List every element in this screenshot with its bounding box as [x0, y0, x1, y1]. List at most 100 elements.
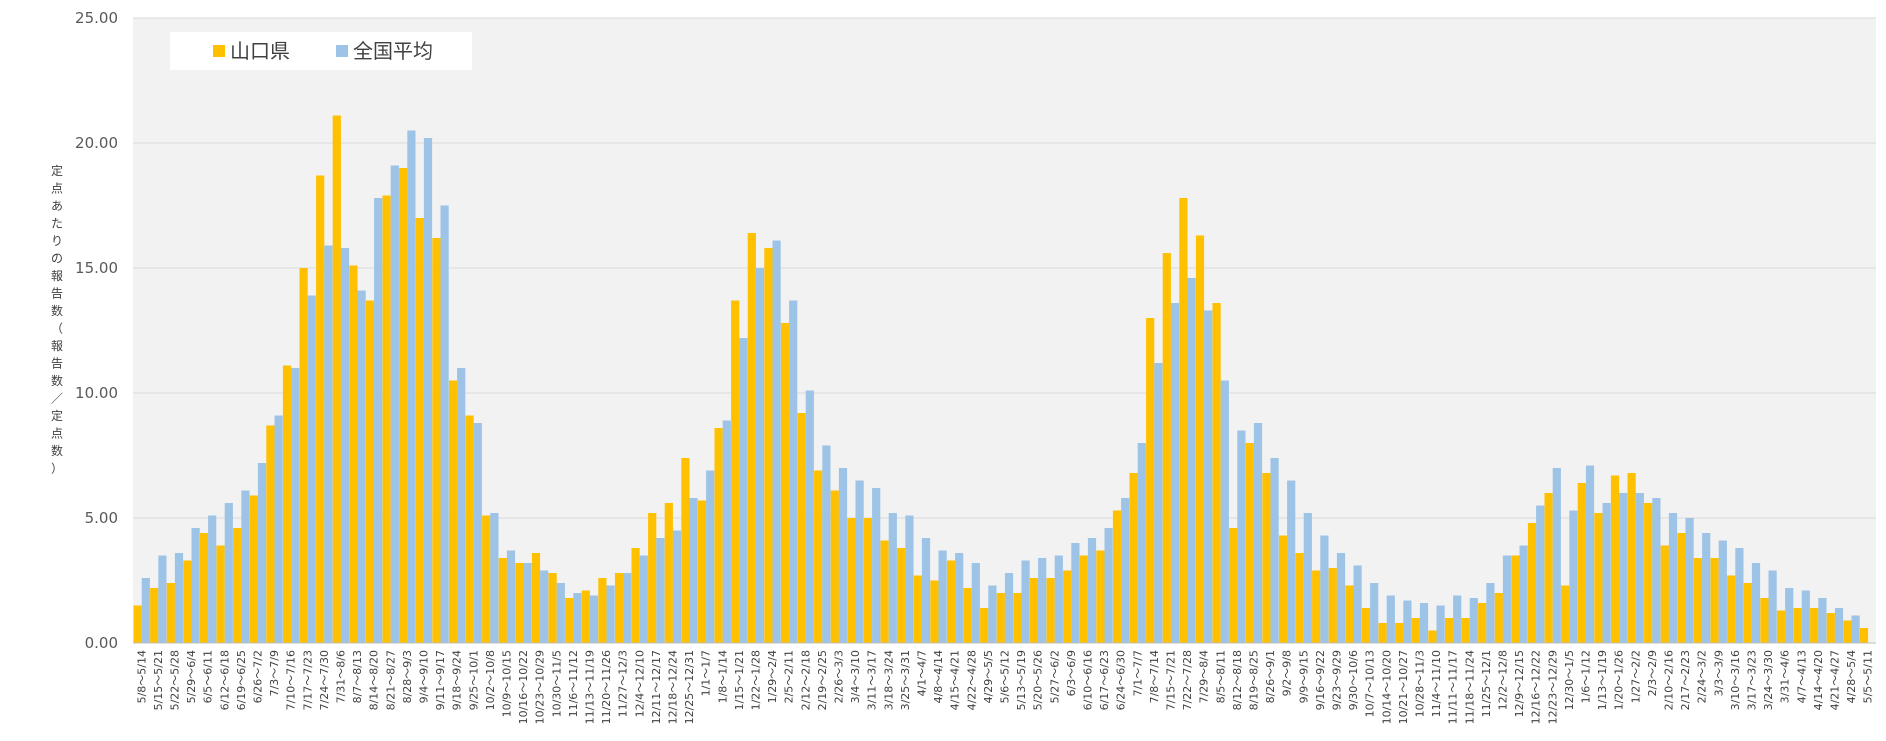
bar-national-52 — [1004, 573, 1014, 643]
x-tick-label: 10/21～10/27 — [1397, 650, 1410, 724]
bar-yamaguchi-29 — [614, 573, 624, 643]
x-tick-label: 10/16～10/22 — [517, 650, 530, 724]
bar-yamaguchi-0 — [133, 605, 142, 643]
bar-yamaguchi-80 — [1461, 618, 1470, 643]
bar-yamaguchi-68 — [1262, 473, 1271, 643]
y-tick-label: 10.00 — [75, 384, 118, 402]
bar-national-66 — [1237, 430, 1246, 643]
bar-national-55 — [1054, 555, 1063, 643]
x-tick-label: 2/5～2/11 — [783, 650, 796, 703]
x-tick-label: 6/12～6/18 — [218, 650, 231, 710]
bar-yamaguchi-94 — [1693, 558, 1703, 643]
bar-national-102 — [1834, 608, 1844, 643]
x-tick-label: 3/11～3/17 — [866, 650, 879, 710]
x-tick-label: 4/8～4/14 — [932, 650, 945, 703]
bar-yamaguchi-79 — [1444, 618, 1454, 643]
x-tick-label: 9/18～9/24 — [451, 650, 464, 710]
x-tick-label: 4/22～4/28 — [965, 650, 978, 710]
bar-national-17 — [423, 138, 433, 643]
bar-national-14 — [374, 198, 383, 643]
bar-national-8 — [274, 415, 283, 643]
y-axis-label-char: 点 — [51, 427, 63, 441]
bar-yamaguchi-75 — [1378, 623, 1387, 643]
x-tick-label: 9/23～9/29 — [1331, 650, 1344, 710]
bar-yamaguchi-61 — [1146, 318, 1155, 643]
bar-national-101 — [1818, 598, 1827, 643]
bar-national-79 — [1453, 595, 1462, 643]
bar-national-31 — [656, 538, 665, 643]
x-tick-label: 1/13～1/19 — [1596, 650, 1609, 710]
bar-national-54 — [1038, 558, 1047, 643]
x-tick-label: 8/19～8/25 — [1248, 650, 1261, 710]
x-tick-label: 1/22～1/28 — [750, 650, 763, 710]
y-axis-label-char: 告 — [51, 357, 63, 371]
x-tick-label: 6/17～6/23 — [1098, 650, 1111, 710]
bar-yamaguchi-76 — [1395, 623, 1404, 643]
y-axis-label-char: 定 — [51, 163, 63, 178]
y-axis-label-char: ／ — [51, 392, 63, 406]
bar-national-72 — [1336, 553, 1346, 643]
x-tick-label: 7/10～7/16 — [285, 650, 298, 710]
bar-national-27 — [589, 595, 599, 643]
bar-yamaguchi-66 — [1229, 528, 1238, 643]
x-tick-label: 9/16～9/22 — [1314, 650, 1327, 710]
x-tick-label: 7/29～8/4 — [1198, 650, 1211, 703]
bar-yamaguchi-23 — [515, 563, 524, 643]
bar-yamaguchi-18 — [432, 238, 441, 643]
bar-national-80 — [1469, 598, 1478, 643]
x-tick-label: 10/23～10/29 — [534, 650, 547, 724]
x-tick-label: 1/20～1/26 — [1613, 650, 1626, 710]
bar-yamaguchi-19 — [448, 380, 458, 643]
x-tick-label: 1/15～1/21 — [733, 650, 746, 710]
x-tick-label: 5/20～5/26 — [1032, 650, 1045, 710]
y-tick-label: 0.00 — [85, 634, 118, 652]
bar-national-61 — [1154, 363, 1163, 643]
bar-yamaguchi-15 — [382, 195, 391, 643]
x-tick-label: 10/9～10/15 — [501, 650, 514, 717]
bar-national-21 — [490, 513, 499, 643]
y-tick-label: 25.00 — [75, 9, 118, 27]
bar-yamaguchi-16 — [399, 168, 408, 643]
bar-yamaguchi-46 — [897, 548, 906, 643]
bar-yamaguchi-72 — [1328, 568, 1337, 643]
y-axis: 0.00 5.00 10.00 15.00 20.00 25.00 — [75, 9, 118, 652]
bar-national-30 — [639, 555, 648, 643]
x-tick-label: 4/21～4/27 — [1829, 650, 1842, 710]
bar-yamaguchi-4 — [199, 533, 209, 643]
bar-yamaguchi-28 — [598, 578, 607, 643]
bar-national-43 — [855, 480, 864, 643]
x-tick-label: 3/18～3/24 — [882, 650, 895, 710]
bar-national-36 — [739, 338, 748, 643]
bar-national-4 — [208, 515, 217, 643]
x-tick-label: 6/10～6/16 — [1082, 650, 1095, 710]
x-tick-label: 11/20～11/26 — [600, 650, 613, 724]
bar-national-25 — [556, 583, 565, 643]
bar-national-12 — [340, 248, 350, 643]
x-tick-label: 2/19～2/25 — [816, 650, 829, 710]
bar-yamaguchi-63 — [1179, 198, 1188, 643]
x-tick-label: 8/26～9/1 — [1264, 650, 1277, 703]
bar-national-9 — [291, 368, 300, 643]
x-tick-label: 7/8～7/14 — [1148, 650, 1161, 703]
bar-national-98 — [1768, 570, 1777, 643]
x-tick-label: 1/1～1/7 — [700, 650, 713, 696]
bar-yamaguchi-21 — [482, 515, 491, 643]
x-tick-label: 12/18～12/24 — [667, 650, 680, 724]
x-tick-label: 5/15～5/21 — [152, 650, 165, 710]
x-tick-label: 11/27～12/3 — [617, 650, 630, 717]
x-tick-label: 7/3～7/9 — [268, 650, 281, 696]
bar-yamaguchi-85 — [1544, 493, 1553, 643]
bar-yamaguchi-102 — [1826, 613, 1835, 643]
bar-yamaguchi-11 — [316, 175, 325, 643]
bar-national-57 — [1087, 538, 1097, 643]
bar-national-24 — [540, 570, 549, 643]
x-tick-label: 10/7～10/13 — [1364, 650, 1377, 717]
x-tick-label: 11/18～11/24 — [1463, 650, 1476, 724]
bar-yamaguchi-38 — [764, 248, 773, 643]
bar-national-40 — [805, 390, 814, 643]
x-tick-label: 8/14～8/20 — [368, 650, 381, 710]
x-tick-label: 1/6～1/12 — [1580, 650, 1593, 703]
x-tick-label: 11/4～11/10 — [1430, 650, 1443, 717]
x-tick-label: 10/2～10/8 — [484, 650, 497, 710]
